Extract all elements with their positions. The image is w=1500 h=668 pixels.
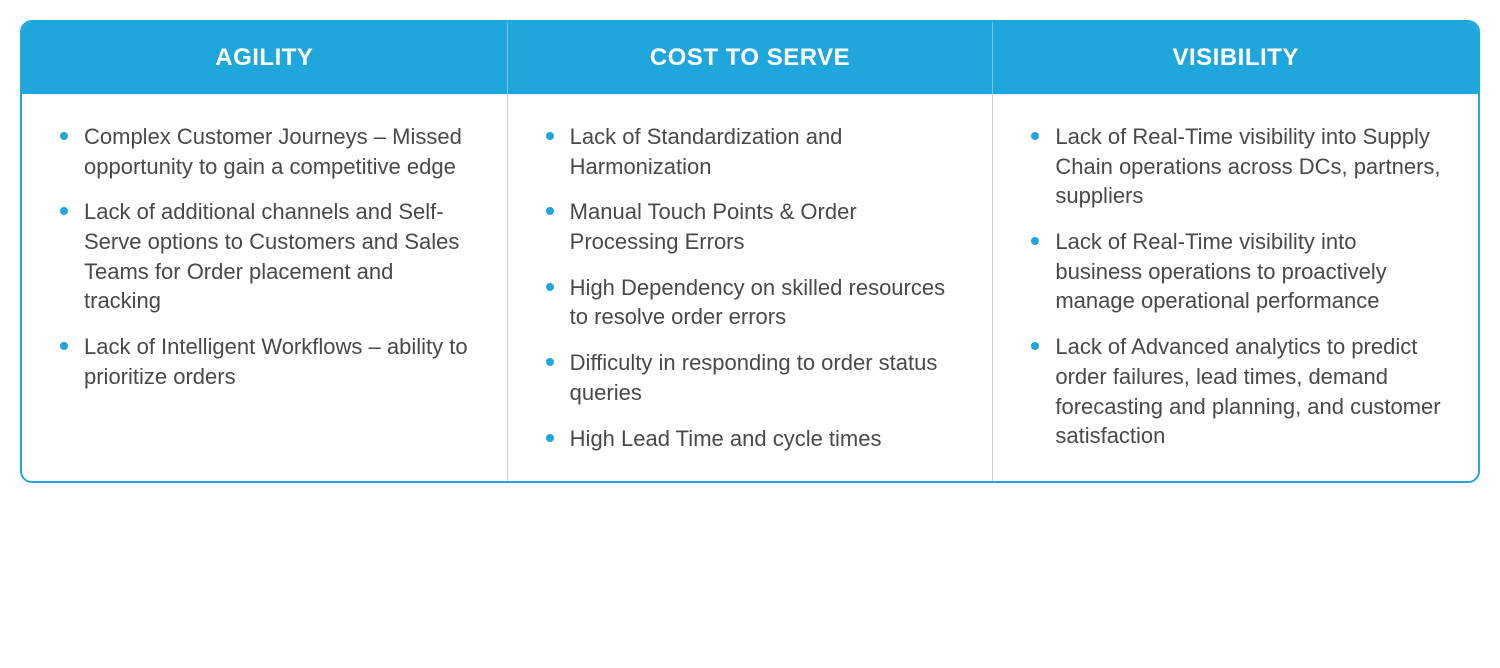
bullet-list: Lack of Real-Time visibility into Supply…: [1027, 122, 1444, 451]
list-item: Lack of Real-Time visibility into Supply…: [1027, 122, 1444, 211]
table-header-row: AGILITY COST TO SERVE VISIBILITY: [22, 22, 1478, 94]
column-body-agility: Complex Customer Journeys – Missed oppor…: [22, 94, 508, 481]
column-header-cost-to-serve: COST TO SERVE: [508, 22, 994, 94]
list-item: Complex Customer Journeys – Missed oppor…: [56, 122, 473, 181]
list-item: High Dependency on skilled resources to …: [542, 273, 959, 332]
column-header-agility: AGILITY: [22, 22, 508, 94]
list-item: Lack of Advanced analytics to predict or…: [1027, 332, 1444, 451]
column-header-visibility: VISIBILITY: [993, 22, 1478, 94]
list-item: Lack of Real-Time visibility into busine…: [1027, 227, 1444, 316]
comparison-table: AGILITY COST TO SERVE VISIBILITY Complex…: [20, 20, 1480, 483]
bullet-list: Complex Customer Journeys – Missed oppor…: [56, 122, 473, 392]
column-body-visibility: Lack of Real-Time visibility into Supply…: [993, 94, 1478, 481]
list-item: Lack of additional channels and Self-Ser…: [56, 197, 473, 316]
list-item: Lack of Standardization and Harmonizatio…: [542, 122, 959, 181]
list-item: High Lead Time and cycle times: [542, 424, 959, 454]
list-item: Lack of Intelligent Workflows – ability …: [56, 332, 473, 391]
list-item: Difficulty in responding to order status…: [542, 348, 959, 407]
bullet-list: Lack of Standardization and Harmonizatio…: [542, 122, 959, 453]
table-body-row: Complex Customer Journeys – Missed oppor…: [22, 94, 1478, 481]
list-item: Manual Touch Points & Order Processing E…: [542, 197, 959, 256]
column-body-cost-to-serve: Lack of Standardization and Harmonizatio…: [508, 94, 994, 481]
